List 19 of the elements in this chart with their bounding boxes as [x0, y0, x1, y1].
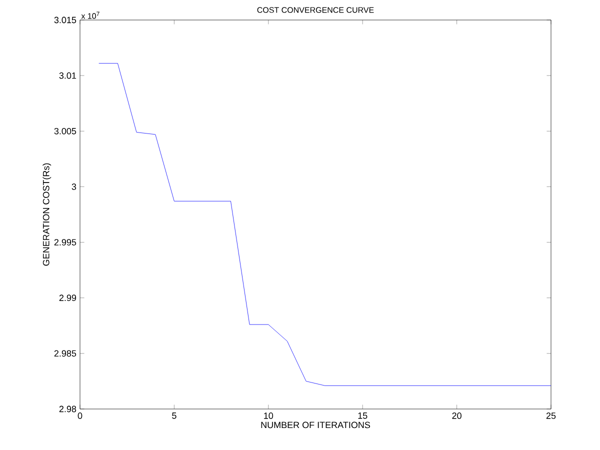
- y-tick-label: 3.015: [54, 16, 76, 24]
- y-tick-label: 2.995: [54, 239, 76, 246]
- x-tick-label: 10: [264, 412, 274, 419]
- x-tick-label: 15: [358, 412, 368, 419]
- y-tick-label: 3.005: [54, 128, 76, 134]
- y-tick-label: 3.01: [59, 72, 76, 79]
- y-tick-label: 2.99: [59, 294, 76, 302]
- x-tick-label: 20: [452, 412, 462, 419]
- y-tick-label: 2.98: [59, 406, 76, 412]
- y-axis-title: GENERATION COST(Rs): [42, 163, 52, 266]
- y-tick-label: 2.985: [54, 350, 76, 357]
- x-tick-label: 0: [78, 412, 82, 419]
- chart-title: COST CONVERGENCE CURVE: [257, 7, 374, 13]
- y-tick-label: 3: [72, 184, 76, 190]
- x-axis-title: NUMBER OF ITERATIONS: [261, 422, 370, 428]
- line-series: [98, 63, 551, 386]
- x-tick-label: 25: [546, 412, 556, 419]
- x-tick-label: 5: [172, 412, 176, 419]
- text: x 10$^{7}$: [81, 12, 100, 19]
